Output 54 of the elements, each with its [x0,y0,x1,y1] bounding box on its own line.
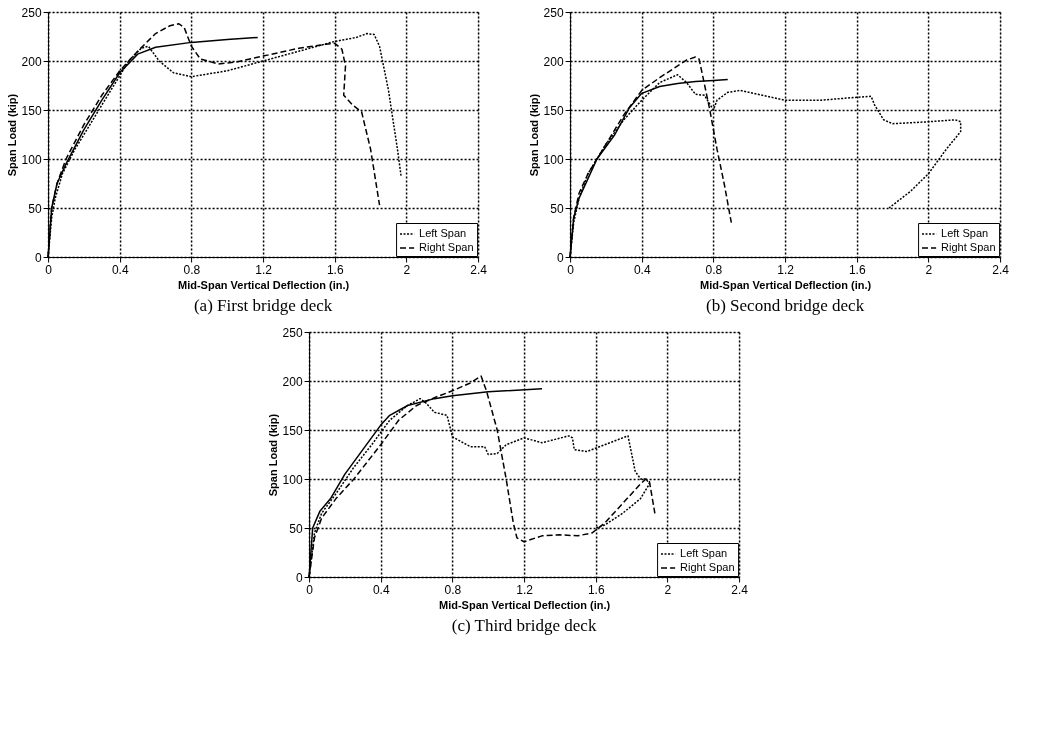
y-tick-label: 0 [34,250,42,265]
y-tick-label: 50 [550,201,564,216]
x-tick-label: 1.2 [777,262,795,277]
x-tick-label: 0.8 [444,582,462,597]
x-tick-label: 0.4 [633,262,651,277]
y-tick-label: 50 [28,201,42,216]
y-tick-label: 0 [295,570,303,585]
legend-label: Right Span [941,241,996,253]
x-tick-label: 1.6 [848,262,866,277]
legend-label: Right Span [680,561,735,573]
y-tick-label: 200 [282,374,303,389]
x-tick-label: 0 [567,262,575,277]
text: (b) Second bridge deck [706,296,865,315]
x-tick-label: 0.4 [372,582,390,597]
y-tick-label: 150 [543,103,564,118]
legend-label: Left Span [941,227,989,239]
y-tick-label: 200 [21,54,42,69]
text: (c) Third bridge deck [451,616,597,635]
y-axis-title: Span Load (kip) [266,413,279,497]
y-tick-label: 50 [289,521,303,536]
x-tick-label: 0.4 [111,262,129,277]
x-tick-label: 1.2 [255,262,273,277]
legend-label: Left Span [419,227,467,239]
x-tick-label: 1.6 [587,582,605,597]
y-axis-title: Span Load (kip) [5,93,18,177]
x-tick-label: 2.4 [992,262,1010,277]
x-tick-label: 2 [403,262,411,277]
y-tick-label: 250 [282,325,303,340]
legend-label: Right Span [419,241,474,253]
y-tick-label: 100 [21,152,42,167]
x-axis-title: Mid-Span Vertical Deflection (in.) [439,598,611,611]
x-tick-label: 2.4 [470,262,488,277]
y-tick-label: 200 [543,54,564,69]
x-tick-label: 0 [45,262,53,277]
x-tick-label: 1.2 [516,582,534,597]
y-axis-title: Span Load (kip) [527,93,540,177]
y-tick-label: 150 [282,423,303,438]
x-tick-label: 0 [306,582,314,597]
legend-label: Left Span [680,547,728,559]
y-tick-label: 250 [21,5,42,20]
text: (a) First bridge deck [193,296,333,315]
x-tick-label: 2.4 [731,582,749,597]
y-tick-label: 250 [543,5,564,20]
x-axis-title: Mid-Span Vertical Deflection (in.) [178,278,350,291]
x-tick-label: 0.8 [705,262,723,277]
x-tick-label: 2 [925,262,933,277]
x-axis-title: Mid-Span Vertical Deflection (in.) [700,278,872,291]
x-tick-label: 0.8 [183,262,201,277]
x-tick-label: 2 [664,582,672,597]
x-tick-label: 1.6 [326,262,344,277]
y-tick-label: 100 [282,472,303,487]
y-tick-label: 0 [556,250,564,265]
y-tick-label: 150 [21,103,42,118]
y-tick-label: 100 [543,152,564,167]
